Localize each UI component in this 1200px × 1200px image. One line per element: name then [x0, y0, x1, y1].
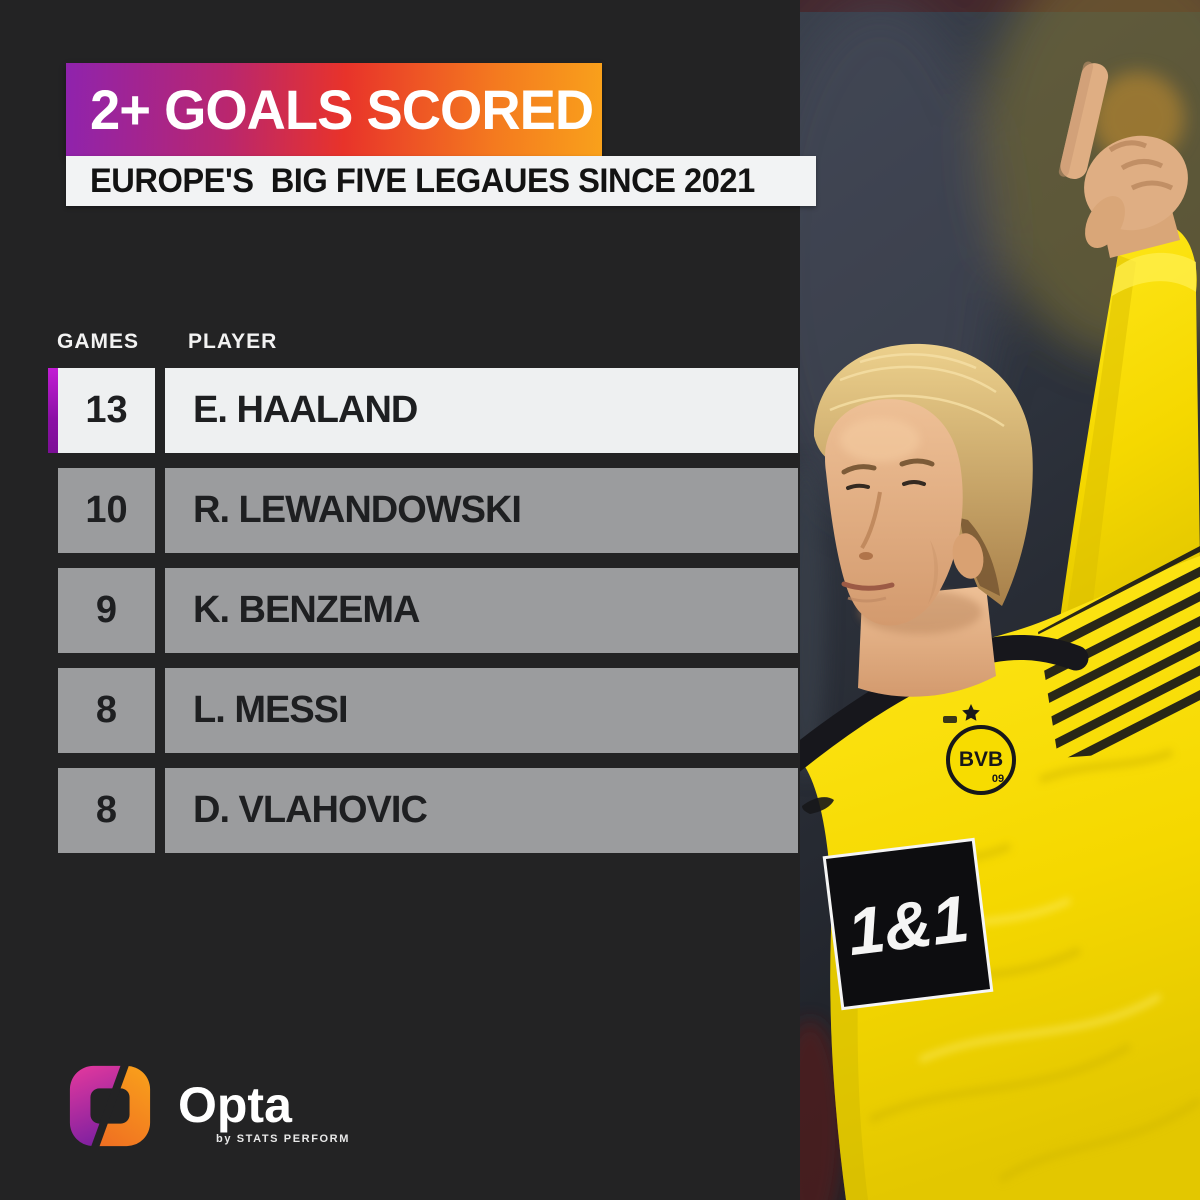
- sponsor-label: 1&1: [844, 881, 973, 969]
- badge-year: 09: [992, 773, 1004, 785]
- games-cell: 8: [58, 668, 155, 753]
- opta-logo-icon: [69, 1062, 151, 1150]
- games-cell: 10: [58, 468, 155, 553]
- player-cell: R. LEWANDOWSKI: [165, 468, 798, 553]
- ear: [952, 533, 984, 579]
- stats-table: GAMES PLAYER 13 E. HAALAND 10 R. LEWANDO…: [48, 330, 798, 868]
- puma-cat-icon: [802, 797, 834, 814]
- table-row-lewandowski: 10 R. LEWANDOWSKI: [48, 468, 798, 553]
- badge-text: BVB: [959, 748, 1003, 771]
- accent-bar-placeholder: [48, 568, 58, 653]
- games-cell: 9: [58, 568, 155, 653]
- highlight-accent-bar: [48, 368, 58, 453]
- games-column-header: GAMES: [57, 330, 140, 353]
- sponsor-patch: 1&1: [822, 837, 994, 1011]
- cell-gap: [155, 468, 165, 553]
- table-row-haaland: 13 E. HAALAND: [48, 368, 798, 453]
- table-row-messi: 8 L. MESSI: [48, 668, 798, 753]
- subtitle-bar: EUROPE'S BIG FIVE LEGAUES SINCE 2021: [66, 156, 816, 206]
- games-cell: 8: [58, 768, 155, 853]
- table-row-benzema: 9 K. BENZEMA: [48, 568, 798, 653]
- player-cell: E. HAALAND: [165, 368, 798, 453]
- table-header: GAMES PLAYER: [48, 330, 798, 354]
- haaland-photo: BVB 09 1&1: [800, 0, 1200, 1200]
- puma-wordmark: [943, 716, 957, 723]
- player-cell: K. BENZEMA: [165, 568, 798, 653]
- accent-bar-placeholder: [48, 668, 58, 753]
- bvb-badge: BVB 09: [946, 725, 1016, 795]
- raised-arm: [1056, 61, 1200, 650]
- games-cell: 13: [58, 368, 155, 453]
- accent-bar-placeholder: [48, 468, 58, 553]
- page-title: 2+ GOALS SCORED: [90, 78, 594, 141]
- haaland-photo-illustration: BVB 09 1&1: [800, 0, 1200, 1200]
- cell-gap: [155, 768, 165, 853]
- cell-gap: [155, 568, 165, 653]
- player-column-header: PLAYER: [188, 330, 278, 353]
- brand-tagline: by STATS PERFORM: [216, 1133, 350, 1145]
- accent-bar-placeholder: [48, 768, 58, 853]
- brand-name: Opta: [178, 1077, 292, 1133]
- title-banner: 2+ GOALS SCORED: [66, 63, 602, 156]
- cell-gap: [155, 368, 165, 453]
- player-head: [814, 343, 1033, 697]
- star-icon: [962, 704, 980, 721]
- cell-gap: [155, 668, 165, 753]
- brand-footer: Opta by STATS PERFORM: [66, 1062, 350, 1150]
- table-row-vlahovic: 8 D. VLAHOVIC: [48, 768, 798, 853]
- page-subtitle: EUROPE'S BIG FIVE LEGAUES SINCE 2021: [90, 161, 755, 200]
- player-cell: L. MESSI: [165, 668, 798, 753]
- player-cell: D. VLAHOVIC: [165, 768, 798, 853]
